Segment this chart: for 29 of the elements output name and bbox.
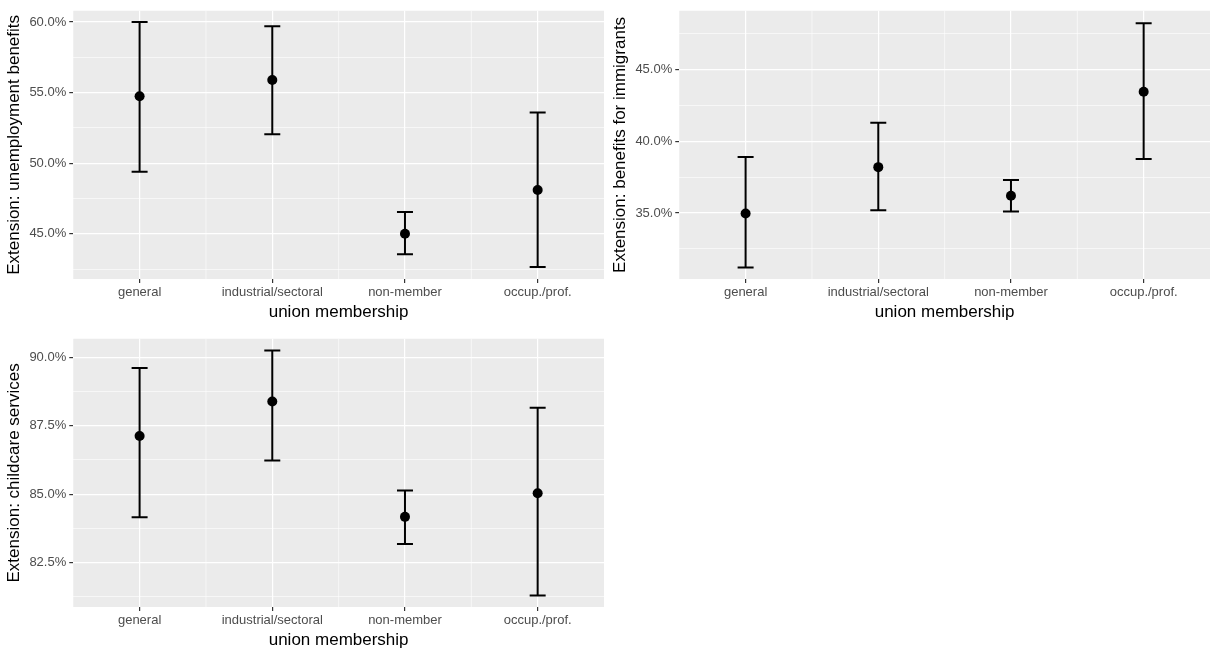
x-axis-title: union membership	[268, 302, 409, 322]
x-tick-label: industrial/sectoral	[221, 284, 323, 300]
x-axis-title: union membership	[268, 630, 409, 650]
y-axis-title: Extension: childcare services	[3, 363, 23, 583]
y-tick-label: 45.0%	[29, 225, 67, 241]
x-tick-label: occup./prof.	[503, 284, 572, 300]
y-axis-title: Extension: unemployment benefits	[3, 14, 23, 275]
y-axis-title: Extension: benefits for immigrants	[609, 16, 629, 273]
y-tick-label: 90.0%	[29, 348, 67, 364]
x-tick-label: industrial/sectoral	[221, 612, 323, 628]
x-tick-label: industrial/sectoral	[827, 284, 929, 300]
y-tick-label: 50.0%	[29, 154, 67, 170]
y-tick-label: 87.5%	[29, 417, 67, 433]
x-tick-label: occup./prof.	[503, 612, 572, 628]
x-tick-label: general	[117, 612, 162, 628]
y-tick-label: 40.0%	[635, 132, 673, 148]
x-tick-label: non-member	[974, 284, 1049, 300]
x-tick-label: non-member	[368, 612, 443, 628]
y-tick-label: 55.0%	[29, 84, 67, 100]
x-tick-label: general	[117, 284, 162, 300]
x-tick-label: non-member	[368, 284, 443, 300]
x-tick-label: general	[723, 284, 768, 300]
x-axis-title: union membership	[874, 302, 1015, 322]
y-tick-label: 85.0%	[29, 485, 67, 501]
y-tick-label: 60.0%	[29, 13, 67, 29]
y-tick-label: 82.5%	[29, 554, 67, 570]
y-tick-label: 45.0%	[635, 61, 673, 77]
y-tick-label: 35.0%	[635, 204, 673, 220]
x-tick-label: occup./prof.	[1109, 284, 1178, 300]
